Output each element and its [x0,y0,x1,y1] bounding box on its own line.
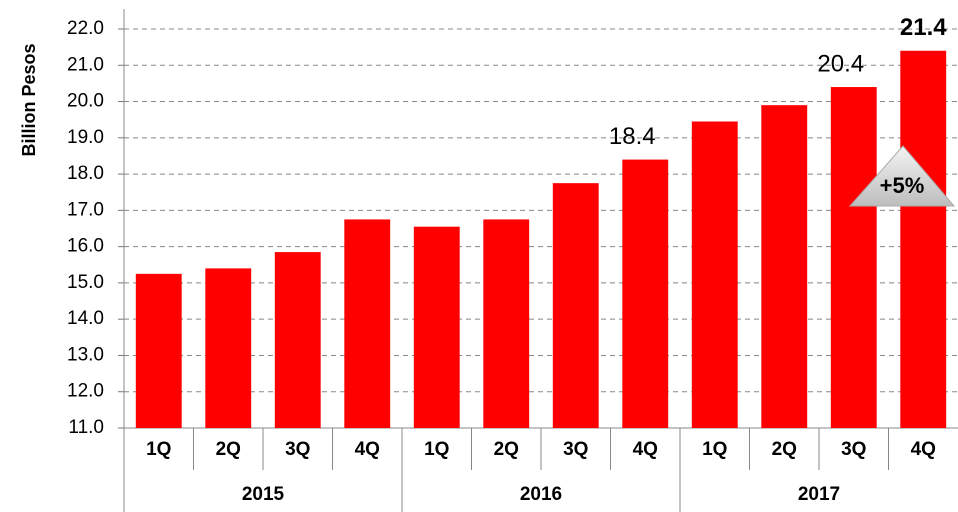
bar [622,159,669,428]
bar [552,183,599,428]
annotation-shape [848,145,956,207]
bar [135,273,182,428]
y-tick-label: 22.0 [67,18,104,39]
y-tick-label: 12.0 [67,381,104,402]
bar [483,219,530,428]
bar [761,105,808,428]
y-tick-label: 13.0 [67,344,104,365]
y-tick-label: 14.0 [67,308,104,329]
y-tick-label: 17.0 [67,199,104,220]
data-label: 18.4 [609,123,656,150]
x-tick-label: 3Q [841,439,866,460]
bar [830,87,877,428]
y-tick-label: 16.0 [67,236,104,257]
data-label: 20.4 [817,50,864,77]
x-tick-label: 1Q [702,439,727,460]
bar [413,226,460,428]
y-tick-label: 19.0 [67,127,104,148]
x-tick-label: 3Q [563,439,588,460]
y-axis-label: Billion Pesos [19,43,39,156]
x-tick-label: 4Q [355,439,380,460]
x-tick-label: 1Q [146,439,171,460]
bar [274,252,321,428]
x-tick-label: 1Q [424,439,449,460]
y-tick-label: 18.0 [67,163,104,184]
x-tick-label: 2Q [772,439,797,460]
x-tick-label: 2Q [216,439,241,460]
y-tick-label: 15.0 [67,272,104,293]
annotation: +5% [880,173,925,198]
y-tick-label: 11.0 [68,417,104,438]
y-tick-label: 20.0 [67,91,104,112]
x-tick-label: 2Q [494,439,519,460]
bar [205,268,252,428]
x-tick-label: 4Q [911,439,936,460]
y-tick-label: 21.0 [67,54,104,75]
group-label: 2016 [520,484,562,505]
bar [900,50,947,428]
data-label: 21.4 [900,14,947,41]
group-label: 2017 [798,484,840,505]
group-label: 2015 [242,484,285,505]
bar [691,121,738,428]
x-tick-label: 3Q [285,439,310,460]
x-tick-label: 4Q [633,439,658,460]
bar [344,219,391,428]
